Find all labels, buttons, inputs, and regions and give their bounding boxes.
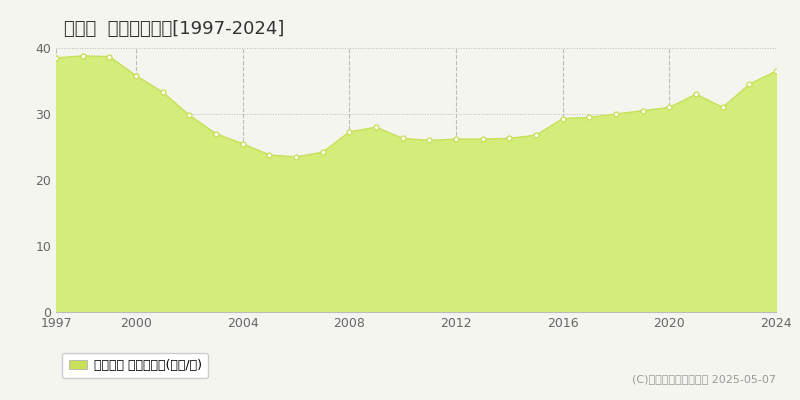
Legend: 基準地価 平均坪単価(万円/坪): 基準地価 平均坪単価(万円/坪) — [62, 352, 208, 378]
Text: 東郷町  基準地価推移[1997-2024]: 東郷町 基準地価推移[1997-2024] — [64, 20, 284, 38]
Text: (C)土地価格ドットコム 2025-05-07: (C)土地価格ドットコム 2025-05-07 — [632, 374, 776, 384]
